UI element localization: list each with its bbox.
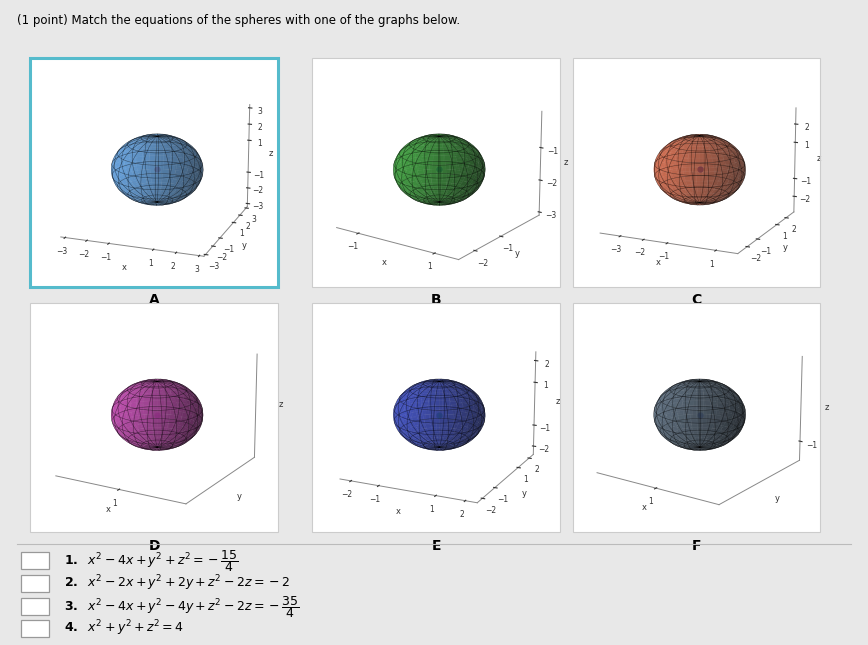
Text: B: B [431,293,442,308]
Y-axis label: y: y [775,495,779,504]
X-axis label: x: x [656,259,661,268]
X-axis label: x: x [122,263,127,272]
Bar [22,620,49,637]
Y-axis label: y: y [242,241,247,250]
X-axis label: x: x [381,258,386,267]
Text: (1 point) Match the equations of the spheres with one of the graphs below.: (1 point) Match the equations of the sph… [17,14,460,28]
Text: $\mathbf{3.}\ \ x^2 - 4x + y^2 - 4y + z^2 - 2z = -\dfrac{35}{4}$: $\mathbf{3.}\ \ x^2 - 4x + y^2 - 4y + z^… [64,593,299,619]
Text: A: A [148,293,160,308]
X-axis label: x: x [641,503,647,512]
X-axis label: x: x [106,505,111,514]
Bar [22,552,49,569]
Bar [22,598,49,615]
Y-axis label: y: y [236,492,241,501]
Y-axis label: y: y [782,243,787,252]
Y-axis label: y: y [522,489,527,498]
Text: C: C [692,293,701,308]
Text: $\mathbf{4.}\ \ x^2 + y^2 + z^2 = 4$: $\mathbf{4.}\ \ x^2 + y^2 + z^2 = 4$ [64,619,184,639]
Text: $\mathbf{1.}\ \ x^2 - 4x + y^2 + z^2 = -\dfrac{15}{4}$: $\mathbf{1.}\ \ x^2 - 4x + y^2 + z^2 = -… [64,548,239,573]
Text: $\mathbf{2.}\ \ x^2 - 2x + y^2 + 2y + z^2 - 2z = -2$: $\mathbf{2.}\ \ x^2 - 2x + y^2 + 2y + z^… [64,574,290,593]
Text: D: D [148,539,160,553]
X-axis label: x: x [396,506,401,515]
Text: E: E [431,539,441,553]
Bar [22,575,49,592]
Y-axis label: y: y [515,250,519,259]
Text: F: F [692,539,701,553]
